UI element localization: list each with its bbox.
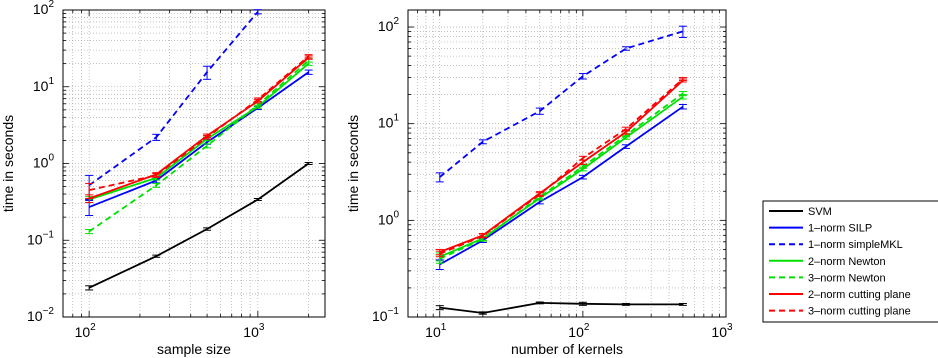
legend-item-2-norm-cutting-plane: 2–norm cutting plane xyxy=(769,289,911,301)
data-point xyxy=(152,133,161,141)
legend-label: 1–norm simpleMKL xyxy=(808,239,903,251)
series-line-2-norm-cutting-plane xyxy=(439,79,684,253)
legend-item-1-norm-silp: 1–norm SILP xyxy=(769,223,872,235)
legend-label: 2–norm cutting plane xyxy=(808,289,911,301)
series-line-3-norm-cutting-plane xyxy=(439,78,684,255)
data-point xyxy=(253,97,262,102)
x-tick-label: 103 xyxy=(243,322,265,340)
data-point xyxy=(621,126,630,132)
legend-item-svm: SVM xyxy=(769,206,832,218)
data-point xyxy=(578,301,587,306)
data-point xyxy=(203,65,212,80)
series-line-3-norm-newton xyxy=(439,92,684,260)
data-point xyxy=(535,192,544,197)
data-point xyxy=(678,91,687,97)
chart-sample-size: 102 103 10−2 10−1 100 101 102 sample size time i… xyxy=(0,0,326,357)
data-point xyxy=(621,46,630,51)
data-point xyxy=(578,155,587,161)
data-point xyxy=(253,9,262,15)
series-3-norm-cutting-plane xyxy=(85,54,313,199)
legend-label: 2–norm Newton xyxy=(808,256,886,268)
x-axis-label: number of kernels xyxy=(511,341,623,357)
y-tick-label: 10−2 xyxy=(27,306,54,324)
data-point xyxy=(85,229,94,235)
series-line-svm xyxy=(439,301,683,314)
data-point xyxy=(203,227,212,231)
y-axis-label: time in seconds xyxy=(0,115,16,212)
data-point xyxy=(435,305,444,311)
data-point xyxy=(621,302,630,306)
data-point xyxy=(435,172,444,183)
y-tick-label: 10−1 xyxy=(27,229,54,247)
tick-marks xyxy=(407,10,727,318)
y-tick-label: 100 xyxy=(33,153,55,171)
y-tick-label: 101 xyxy=(33,76,55,94)
legend-item-2-norm-newton: 2–norm Newton xyxy=(769,256,886,268)
data-point xyxy=(578,174,587,180)
series-line-2-norm-newton xyxy=(439,95,684,258)
y-tick-label: 10−1 xyxy=(372,306,399,324)
y-axis-label: time in seconds xyxy=(345,115,361,212)
data-point xyxy=(478,311,487,315)
legend: SVM 1–norm SILP 1–norm simpleMKL 2–norm New… xyxy=(762,200,938,323)
x-tick-label: 102 xyxy=(75,322,97,340)
data-point xyxy=(152,182,161,188)
data-point xyxy=(253,197,262,201)
data-point xyxy=(85,285,94,291)
data-point xyxy=(203,134,212,140)
data-point xyxy=(621,144,630,149)
series-line-1-norm-silp xyxy=(439,105,684,266)
x-tick-label: 102 xyxy=(568,322,590,340)
legend-item-1-norm-simplemkl: 1–norm simpleMKL xyxy=(769,239,903,251)
data-point xyxy=(203,143,212,149)
x-axis-label: sample size xyxy=(157,341,231,357)
legend-item-3-norm-cutting-plane: 3–norm cutting plane xyxy=(769,306,911,318)
legend-label: 3–norm cutting plane xyxy=(808,306,911,318)
legend-label: 3–norm Newton xyxy=(808,272,886,284)
data-point xyxy=(304,69,313,75)
data-point xyxy=(578,73,587,80)
grid xyxy=(407,10,727,318)
data-point xyxy=(152,173,161,178)
y-tick-label: 101 xyxy=(378,113,400,131)
series-line-1-norm-simplemkl xyxy=(88,11,259,187)
series-svm xyxy=(85,162,313,291)
data-point xyxy=(478,233,487,239)
series-3-norm-cutting-plane xyxy=(435,77,687,258)
series-1-norm-simplemkl xyxy=(435,25,687,183)
data-point xyxy=(85,182,94,199)
data-point xyxy=(435,250,444,258)
data-point xyxy=(678,25,687,38)
axis-box xyxy=(407,9,727,318)
data-point xyxy=(478,139,487,145)
series-svm xyxy=(435,301,687,315)
y-tick-label: 102 xyxy=(378,16,400,34)
data-point xyxy=(152,254,161,258)
data-point xyxy=(678,77,687,81)
plot-area xyxy=(408,10,726,317)
plot-area xyxy=(63,10,325,317)
data-point xyxy=(678,302,687,306)
x-tick-label: 103 xyxy=(711,322,733,340)
y-tick-label: 102 xyxy=(33,0,55,17)
data-point xyxy=(304,162,313,166)
tick-marks xyxy=(62,9,325,318)
data-point xyxy=(535,301,544,305)
legend-label: 1–norm SILP xyxy=(808,223,872,235)
legend-item-3-norm-newton: 3–norm Newton xyxy=(769,272,886,284)
y-tick-label: 100 xyxy=(378,209,400,227)
x-tick-label: 101 xyxy=(425,322,447,340)
legend-label: SVM xyxy=(808,206,832,218)
data-point xyxy=(304,54,313,59)
data-point xyxy=(678,103,687,110)
data-point xyxy=(535,107,544,115)
